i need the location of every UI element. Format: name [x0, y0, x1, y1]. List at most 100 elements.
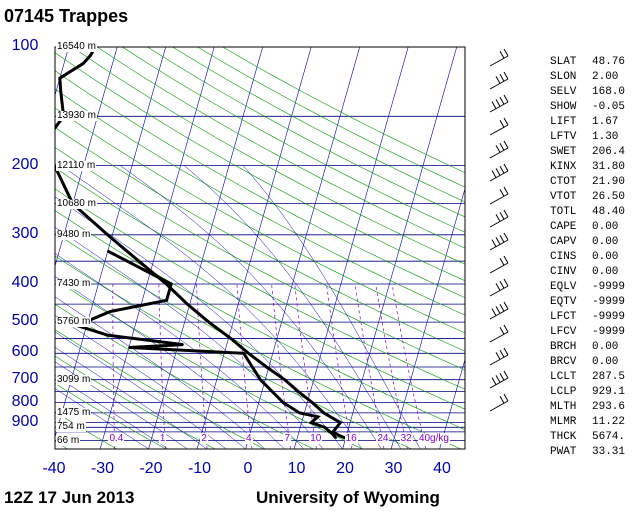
temperature-tick-label: 40: [433, 460, 451, 477]
mixing-ratio-line: [326, 283, 353, 449]
height-label: 10680 m: [56, 197, 97, 209]
index-row: LCLT 287.5: [550, 371, 636, 385]
index-value: 31.80: [592, 161, 626, 173]
wind-barb-feather: [503, 301, 509, 310]
dry-adiabat-line: [55, 127, 465, 352]
isotherm-line: [390, 187, 465, 449]
dry-adiabat-line: [55, 70, 465, 299]
index-value: 0.00: [592, 266, 619, 278]
moist-adiabat-line: [55, 331, 227, 449]
dry-adiabat-line: [55, 167, 465, 390]
wind-barb-feather: [495, 283, 501, 291]
temperature-point: [59, 77, 61, 79]
observation-datetime: 12Z 17 Jun 2013: [4, 488, 135, 507]
index-row: MLTH 293.6: [550, 401, 636, 415]
wind-barb-staff: [489, 55, 509, 67]
mixing-ratio-label: 40g/kg: [417, 433, 450, 444]
wind-barb-feather: [503, 48, 509, 57]
index-key: LCLP: [550, 386, 577, 398]
index-key: CAPV: [550, 236, 577, 248]
wind-barb-feather: [503, 393, 509, 402]
dry-adiabat-line: [55, 188, 465, 410]
mixing-ratio-line: [196, 283, 208, 449]
height-label: 12110 m: [56, 159, 97, 171]
index-key: LFCV: [550, 326, 577, 338]
wind-barb-feather: [495, 145, 501, 153]
index-row: BRCH 0.00: [550, 341, 636, 355]
index-value: 33.31: [592, 446, 626, 458]
index-value: -9999: [592, 326, 626, 338]
index-row: SELV 168.0: [550, 86, 636, 100]
wind-barb-staff: [489, 377, 509, 389]
index-value: 293.6: [592, 401, 626, 413]
wind-barb: [489, 71, 509, 90]
wind-barb-feather: [499, 257, 505, 266]
wind-barb-feather: [499, 234, 505, 243]
dry-adiabat-line: [55, 210, 465, 430]
index-row: CINS 0.00: [550, 251, 636, 265]
height-label: 7430 m: [56, 278, 92, 289]
index-key: LFCT: [550, 311, 577, 323]
wind-barb: [489, 117, 509, 136]
index-value: 0.00: [592, 341, 619, 353]
wind-barb-staff: [489, 400, 509, 412]
dry-adiabat-line: [97, 47, 465, 249]
wind-barb-staff: [489, 354, 509, 366]
height-label: 754 m: [56, 421, 86, 433]
dry-adiabat-line: [71, 47, 465, 265]
dewpoint-point: [106, 250, 109, 252]
dry-adiabat-line: [55, 52, 465, 282]
index-key: BRCV: [550, 356, 577, 368]
mixing-ratio-line: [158, 283, 166, 449]
temperature-point: [283, 378, 286, 381]
wind-barb-feather: [495, 237, 501, 245]
dry-adiabat-line: [55, 146, 465, 371]
index-key: SLAT: [550, 56, 577, 68]
index-value: 1.67: [592, 116, 619, 128]
wind-barb-feather: [499, 142, 505, 151]
index-value: -9999: [592, 296, 626, 308]
wind-barb: [489, 140, 509, 159]
index-key: TOTL: [550, 206, 577, 218]
height-label: 66 m: [56, 434, 81, 446]
height-label: 1475 m: [56, 406, 92, 418]
dewpoint-point: [165, 299, 168, 302]
mixing-ratio-label: 32: [399, 433, 413, 444]
pressure-tick-label: 900: [11, 412, 39, 430]
index-value: 26.50: [592, 191, 626, 203]
wind-barb-feather: [499, 395, 505, 404]
wind-barb-staff: [489, 124, 509, 136]
mixing-ratio-line: [294, 283, 317, 449]
wind-barb-feather: [499, 326, 505, 335]
index-key: SHOW: [550, 101, 577, 113]
wind-barb-feather: [503, 209, 509, 218]
temperature-point: [47, 137, 49, 139]
dewpoint-trace: [72, 249, 338, 440]
index-row: CAPE 0.00: [550, 221, 636, 235]
isotherm-line: [55, 47, 69, 97]
wind-barb: [489, 94, 509, 113]
index-value: 168.0: [592, 86, 626, 98]
dry-adiabat-line: [55, 411, 117, 449]
dry-adiabat-line: [122, 47, 465, 233]
wind-barb-staff: [489, 331, 509, 343]
wind-barb-feather: [499, 50, 505, 59]
temperature-point: [82, 62, 85, 65]
index-row: CAPV 0.00: [550, 236, 636, 250]
index-key: SLON: [550, 71, 577, 83]
temperature-point: [106, 234, 109, 236]
index-key: EQTV: [550, 296, 577, 308]
wind-barb-staff: [489, 101, 509, 113]
index-value: -0.05: [592, 101, 626, 113]
wind-barb-feather: [499, 73, 505, 82]
wind-barb-staff: [489, 216, 509, 228]
dewpoint-point: [331, 432, 334, 435]
temperature-point: [138, 260, 140, 262]
wind-barb-feather: [499, 349, 505, 358]
wind-barb-column: [489, 48, 509, 412]
wind-barb: [489, 255, 509, 274]
temperature-point: [339, 421, 342, 424]
dry-adiabat-line: [55, 440, 68, 449]
index-value: 0.00: [592, 236, 619, 248]
index-key: CTOT: [550, 176, 577, 188]
